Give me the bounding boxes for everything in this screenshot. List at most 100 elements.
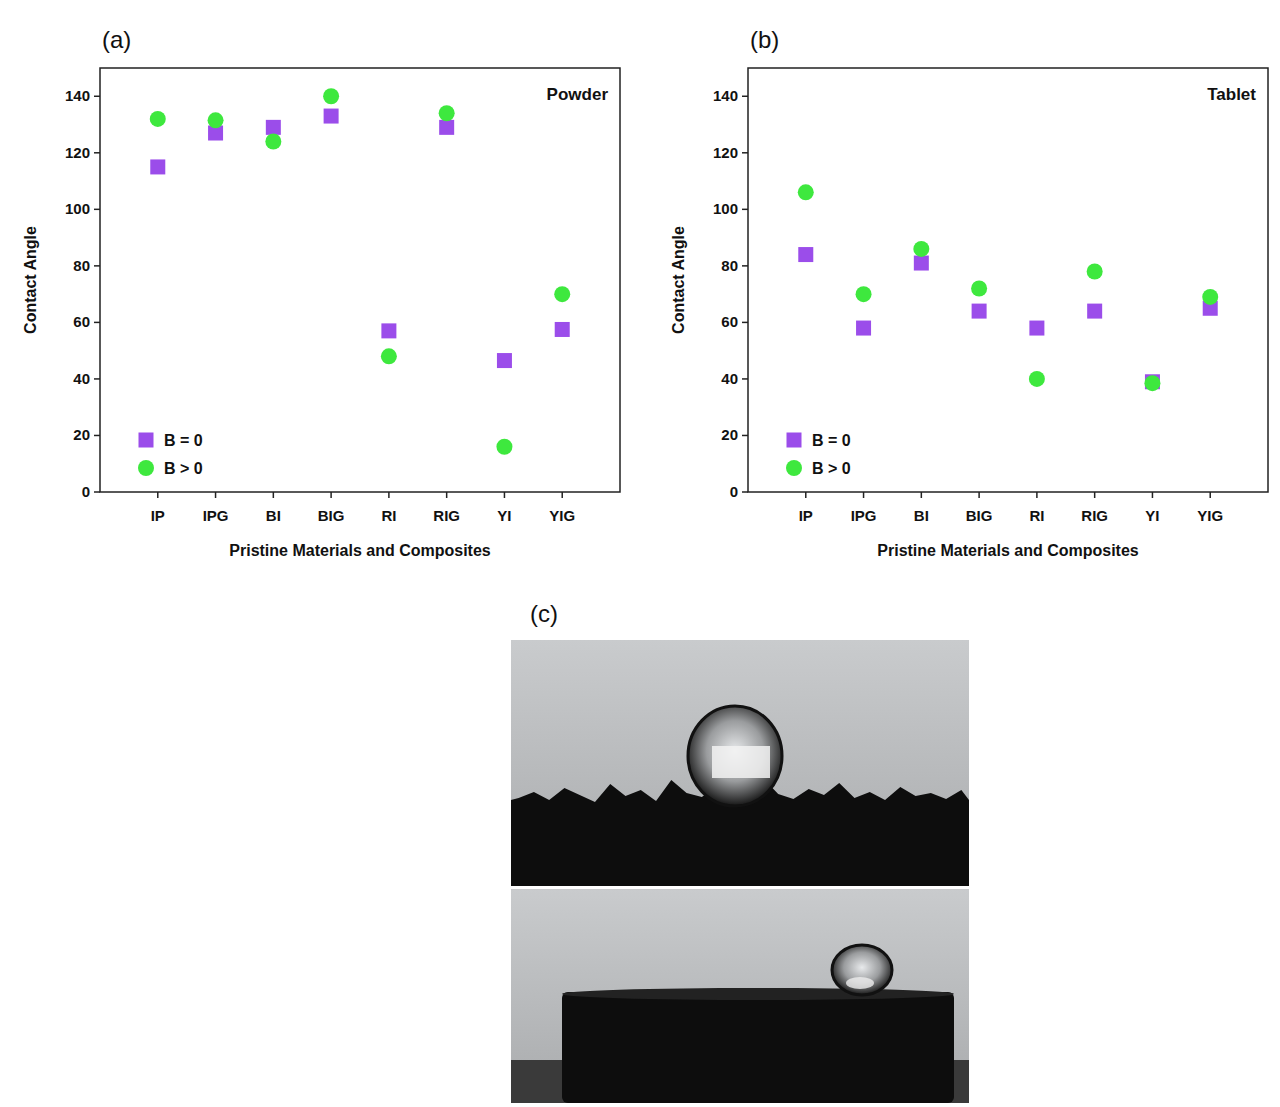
x-axis-title: Pristine Materials and Composites (229, 542, 491, 559)
y-axis-title: Contact Angle (670, 226, 687, 334)
legend-swatch (138, 460, 154, 476)
panel-letter: (c) (530, 600, 558, 627)
data-point (1029, 321, 1044, 336)
y-tick-label: 80 (721, 257, 738, 274)
x-tick (330, 492, 332, 498)
droplet-highlight (712, 746, 770, 778)
data-point (497, 353, 512, 368)
droplet-highlight (846, 977, 874, 989)
plot-frame (748, 68, 1268, 492)
data-point (381, 348, 397, 364)
panel-letter: (a) (102, 26, 131, 53)
x-tick (1209, 492, 1211, 498)
y-tick-label: 60 (73, 313, 90, 330)
x-tick-label: RI (381, 507, 396, 524)
x-tick-label: YI (1145, 507, 1159, 524)
chart-panel: (a)020406080100120140IPIPGBIBIGRIRIGYIYI… (22, 26, 620, 559)
data-point (381, 323, 396, 338)
data-point (798, 184, 814, 200)
y-tick-label: 100 (65, 200, 90, 217)
y-tick (94, 322, 100, 324)
y-tick (94, 491, 100, 493)
y-tick (742, 322, 748, 324)
x-tick (388, 492, 390, 498)
water-droplet (832, 945, 892, 995)
data-point (266, 120, 281, 135)
data-point (150, 111, 166, 127)
y-tick (742, 96, 748, 98)
y-tick (742, 435, 748, 437)
plot-frame (100, 68, 620, 492)
data-point (798, 247, 813, 262)
y-tick-label: 40 (73, 370, 90, 387)
y-tick-label: 100 (713, 200, 738, 217)
y-tick (94, 96, 100, 98)
y-tick (742, 152, 748, 154)
legend-label: B = 0 (164, 432, 203, 449)
legend-label: B > 0 (812, 460, 851, 477)
data-point (1087, 264, 1103, 280)
x-tick (1152, 492, 1154, 498)
x-tick-label: BIG (318, 507, 345, 524)
x-tick-label: RIG (433, 507, 460, 524)
x-tick-label: IPG (851, 507, 877, 524)
marks (798, 184, 1218, 391)
x-tick (504, 492, 506, 498)
x-tick-label: BI (266, 507, 281, 524)
x-tick-label: RIG (1081, 507, 1108, 524)
y-tick-label: 20 (73, 426, 90, 443)
y-tick (94, 209, 100, 211)
y-tick (742, 491, 748, 493)
data-point (439, 105, 455, 121)
x-tick-label: BIG (966, 507, 993, 524)
marks (150, 88, 570, 455)
y-tick (94, 152, 100, 154)
x-tick-label: YIG (549, 507, 575, 524)
legend-label: B = 0 (812, 432, 851, 449)
x-tick (157, 492, 159, 498)
water-droplet (688, 706, 782, 806)
x-axis-title: Pristine Materials and Composites (877, 542, 1139, 559)
data-point (554, 286, 570, 302)
photo-background (511, 889, 969, 1103)
data-point (1144, 375, 1160, 391)
y-tick-label: 120 (713, 144, 738, 161)
data-point (323, 88, 339, 104)
data-point (496, 439, 512, 455)
data-point (439, 120, 454, 135)
panel-letter: (b) (750, 26, 779, 53)
data-point (856, 321, 871, 336)
x-tick (273, 492, 275, 498)
y-axis-title: Contact Angle (22, 226, 39, 334)
x-tick-label: IPG (203, 507, 229, 524)
chart-panel: (b)020406080100120140IPIPGBIBIGRIRIGYIYI… (670, 26, 1268, 559)
legend: B = 0 B > 0 (138, 432, 203, 477)
tablet (562, 992, 954, 1103)
x-tick (805, 492, 807, 498)
x-tick (921, 492, 923, 498)
y-tick (742, 209, 748, 211)
data-point (555, 322, 570, 337)
legend-swatch (787, 433, 802, 448)
y-tick (94, 435, 100, 437)
legend: B = 0 B > 0 (786, 432, 851, 477)
data-point (150, 159, 165, 174)
data-point (1029, 371, 1045, 387)
data-point (265, 133, 281, 149)
data-point (324, 109, 339, 124)
x-tick (863, 492, 865, 498)
y-tick-label: 40 (721, 370, 738, 387)
legend-label: B > 0 (164, 460, 203, 477)
y-tick (742, 265, 748, 267)
data-point (971, 280, 987, 296)
y-tick (94, 265, 100, 267)
x-tick-label: IP (151, 507, 165, 524)
x-tick-label: YIG (1197, 507, 1223, 524)
x-tick-label: YI (497, 507, 511, 524)
x-tick (978, 492, 980, 498)
photo-background (511, 640, 969, 886)
y-tick-label: 20 (721, 426, 738, 443)
x-tick-label: BI (914, 507, 929, 524)
x-tick (1094, 492, 1096, 498)
data-point (914, 256, 929, 271)
